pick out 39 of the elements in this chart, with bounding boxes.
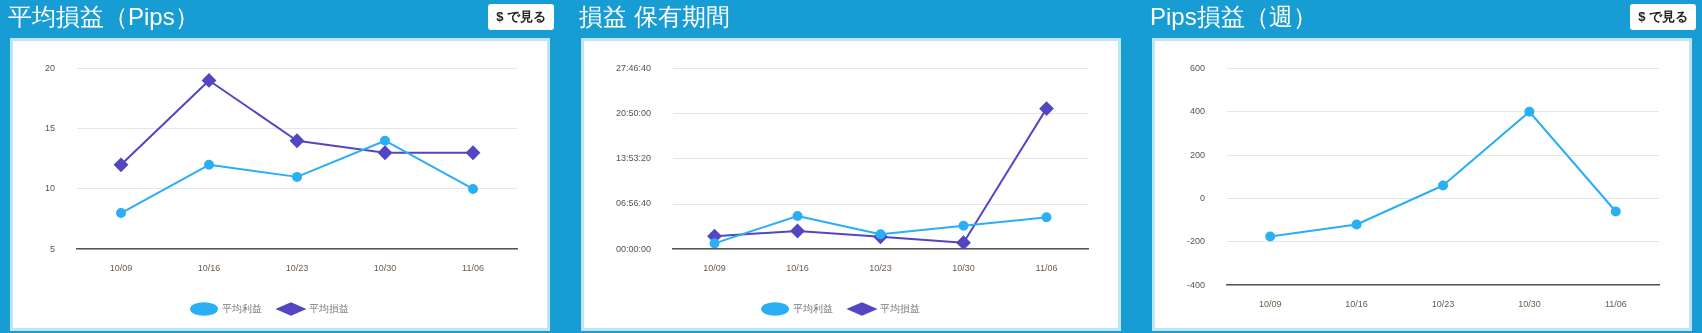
legend-label: 平均利益 xyxy=(222,302,262,314)
x-tick-label: 10/16 xyxy=(197,263,221,274)
y-tick-label: 200 xyxy=(1189,149,1206,160)
x-tick-label: 10/09 xyxy=(703,263,726,274)
y-tick-label: 06:56:40 xyxy=(615,198,652,209)
y-tick-label: -200 xyxy=(1187,236,1206,247)
x-tick-label: 10/30 xyxy=(1518,299,1541,310)
y-tick-label: 13:53:20 xyxy=(615,153,652,164)
y-tick-label: 20 xyxy=(45,62,56,73)
chart-title: 損益 保有期間 xyxy=(579,2,730,32)
text: $ で見る xyxy=(1630,4,1696,30)
x-tick-label: 10/16 xyxy=(786,263,809,274)
y-tick-label: 27:46:40 xyxy=(615,62,652,73)
x-tick-label: 10/30 xyxy=(952,263,975,274)
y-tick-label: 0 xyxy=(1200,192,1206,203)
chart-title: Pips損益（週） xyxy=(1150,2,1317,32)
x-tick-label: 11/06 xyxy=(462,263,484,274)
y-tick-label: 00:00:00 xyxy=(615,243,652,254)
x-tick-label: 10/09 xyxy=(1258,299,1282,310)
chart-title: 平均損益（Pips） xyxy=(8,2,199,32)
x-tick-label: 10/23 xyxy=(869,263,892,274)
y-tick-label: -400 xyxy=(1187,279,1206,290)
y-tick-label: 5 xyxy=(50,243,56,254)
y-tick-label: 20:50:00 xyxy=(615,108,652,119)
y-tick-label: 600 xyxy=(1189,62,1206,73)
x-tick-label: 11/06 xyxy=(1604,299,1627,310)
x-tick-label: 10/16 xyxy=(1345,299,1368,310)
x-tick-label: 10/23 xyxy=(1431,299,1455,310)
y-tick-label: 10 xyxy=(45,183,56,194)
x-tick-label: 10/23 xyxy=(285,263,309,274)
x-tick-label: 10/09 xyxy=(109,263,133,274)
x-tick-label: 10/30 xyxy=(373,263,397,274)
legend-label: 平均損益 xyxy=(880,302,920,314)
y-tick-label: 400 xyxy=(1189,106,1206,117)
legend-label: 平均損益 xyxy=(309,302,349,314)
legend-label: 平均利益 xyxy=(793,302,833,314)
y-tick-label: 15 xyxy=(45,123,56,134)
text: $ で見る xyxy=(488,4,554,30)
x-tick-label: 11/06 xyxy=(1035,263,1058,274)
